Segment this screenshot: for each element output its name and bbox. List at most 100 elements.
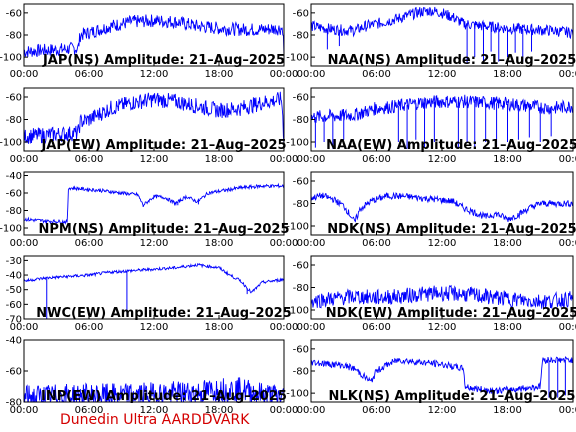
- x-tick-label: 18:00: [205, 322, 234, 333]
- x-tick-label: 12:00: [428, 69, 457, 80]
- amplitude-series-line: [24, 182, 284, 225]
- x-tick-label: 18:00: [205, 154, 234, 165]
- y-tick-label: -80: [293, 283, 309, 294]
- x-tick-label: 06:00: [362, 238, 391, 249]
- y-tick-label: -80: [293, 115, 309, 126]
- x-tick-label: 12:00: [428, 405, 457, 416]
- amplitude-series-line: [311, 94, 573, 124]
- chart-panel: -60 -80 -100 00:00 06:00 12:00 18:00 00:00JAP(E…: [0, 87, 299, 165]
- x-tick-label: 12:00: [140, 238, 169, 249]
- y-tick-label: -60: [293, 261, 309, 272]
- x-tick-label: 06:00: [362, 154, 391, 165]
- y-tick-label: -100: [286, 53, 309, 64]
- x-tick-label: 18:00: [205, 69, 234, 80]
- y-tick-label: -100: [286, 222, 309, 233]
- chart-title: NWC(EW) Amplitude: 21–Aug–2025: [36, 306, 291, 321]
- y-tick-label: -80: [293, 367, 309, 378]
- y-tick-label: -100: [286, 138, 309, 149]
- y-tick-label: -80: [6, 398, 22, 409]
- chart-panel: -60 -80 -100 00:00 06:00 12:00 18:00 00:00NDK(E…: [286, 255, 576, 333]
- amplitude-series-line: [24, 14, 284, 58]
- x-tick-label: 06:00: [75, 238, 104, 249]
- x-tick-label: 18:00: [493, 238, 522, 249]
- y-tick-label: -60: [6, 367, 22, 378]
- x-tick-label: 00:00: [559, 238, 576, 249]
- x-tick-label: 18:00: [493, 322, 522, 333]
- x-tick-label: 18:00: [493, 154, 522, 165]
- amplitude-series-line: [24, 377, 284, 402]
- amplitude-series-line: [311, 6, 573, 40]
- x-tick-label: 00:00: [559, 322, 576, 333]
- x-tick-label: 18:00: [205, 405, 234, 416]
- chart-title: INP(EW) Amplitude: 21–Aug–2025: [41, 389, 287, 404]
- x-tick-label: 00:00: [559, 405, 576, 416]
- chart-title: NDK(NS) Amplitude: 21–Aug–2025: [327, 222, 576, 237]
- y-tick-label: -60: [6, 8, 22, 19]
- chart-panel: -60 -80 -100 00:00 06:00 12:00 18:00 00:00JAP(N…: [0, 3, 299, 80]
- x-tick-label: 00:00: [270, 405, 299, 416]
- y-tick-label: -60: [6, 93, 22, 104]
- x-tick-label: 00:00: [297, 69, 326, 80]
- chart-panel: -60 -80 -100 00:00 06:00 12:00 18:00 00:00NLK(N…: [286, 339, 576, 416]
- x-tick-label: 00:00: [270, 238, 299, 249]
- chart-title: NPM(NS) Amplitude: 21–Aug–2025: [38, 222, 289, 237]
- y-tick-label: -60: [6, 300, 22, 311]
- chart-panel: -60 -80 -100 00:00 06:00 12:00 18:00 00:00NDK(N…: [286, 171, 576, 249]
- y-tick-label: -60: [6, 189, 22, 200]
- x-tick-label: 00:00: [10, 154, 39, 165]
- x-tick-label: 12:00: [140, 405, 169, 416]
- y-tick-label: -40: [6, 336, 22, 347]
- chart-title: NLK(NS) Amplitude: 21–Aug–2025: [329, 389, 576, 404]
- x-tick-label: 00:00: [297, 154, 326, 165]
- y-tick-label: -60: [293, 93, 309, 104]
- chart-panel: -40 -60 -80 -100 00:00 06:00 12:00 18:00 00:00NP…: [0, 171, 298, 249]
- x-tick-label: 00:00: [270, 154, 299, 165]
- y-tick-label: -80: [6, 31, 22, 42]
- y-tick-label: -40: [6, 171, 22, 182]
- x-tick-label: 00:00: [10, 238, 39, 249]
- y-tick-label: -60: [293, 344, 309, 355]
- x-tick-label: 00:00: [10, 405, 39, 416]
- y-tick-label: -80: [293, 199, 309, 210]
- x-tick-label: 00:00: [559, 154, 576, 165]
- y-tick-label: -100: [286, 389, 309, 400]
- y-tick-label: -60: [293, 8, 309, 19]
- x-tick-label: 00:00: [10, 69, 39, 80]
- x-tick-label: 06:00: [75, 322, 104, 333]
- y-tick-label: -70: [6, 315, 22, 326]
- y-tick-label: -50: [6, 285, 22, 296]
- x-tick-label: 00:00: [270, 69, 299, 80]
- chart-title: NAA(EW) Amplitude: 21–Aug–2025: [326, 138, 576, 153]
- x-tick-label: 18:00: [493, 69, 522, 80]
- amplitude-series-line: [24, 91, 284, 145]
- x-tick-label: 12:00: [140, 322, 169, 333]
- y-tick-label: -100: [286, 306, 309, 317]
- x-tick-label: 06:00: [362, 322, 391, 333]
- x-tick-label: 06:00: [75, 405, 104, 416]
- x-tick-label: 00:00: [297, 322, 326, 333]
- y-tick-label: -80: [6, 206, 22, 217]
- chart-title: NAA(NS) Amplitude: 21–Aug–2025: [328, 53, 576, 68]
- x-tick-label: 00:00: [10, 322, 39, 333]
- y-tick-label: -60: [293, 177, 309, 188]
- amplitude-series-line: [311, 284, 573, 309]
- x-tick-label: 18:00: [205, 238, 234, 249]
- x-tick-label: 00:00: [297, 405, 326, 416]
- y-tick-label: -100: [0, 138, 22, 149]
- y-tick-label: -100: [0, 224, 22, 235]
- x-tick-label: 12:00: [428, 238, 457, 249]
- x-tick-label: 00:00: [559, 69, 576, 80]
- y-tick-label: -30: [6, 256, 22, 267]
- chart-panel: -60 -80 -100 00:00 06:00 12:00 18:00 00:00NAA(E…: [286, 87, 576, 165]
- x-tick-label: 12:00: [140, 154, 169, 165]
- y-tick-label: -80: [6, 115, 22, 126]
- amplitude-series-line: [24, 262, 284, 294]
- amplitude-series-line: [311, 356, 573, 395]
- x-tick-label: 12:00: [140, 69, 169, 80]
- x-tick-label: 18:00: [493, 405, 522, 416]
- amplitude-series-line: [311, 191, 573, 223]
- y-tick-label: -40: [6, 271, 22, 282]
